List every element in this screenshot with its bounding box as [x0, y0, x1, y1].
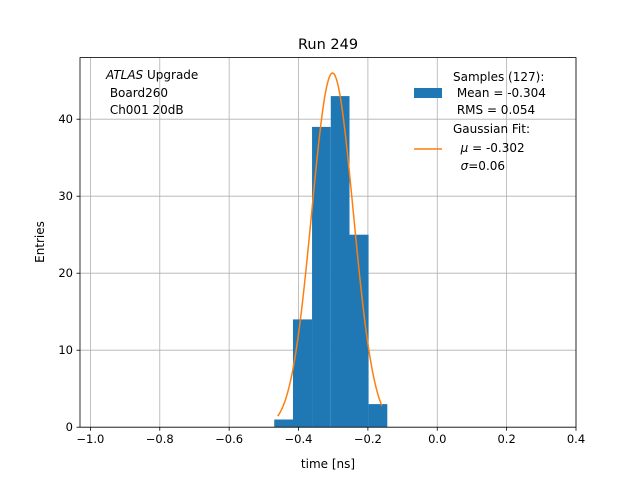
legend-samples-title: Samples (127): — [453, 70, 544, 84]
chart-title: Run 249 — [298, 37, 358, 53]
annotation-channel: Ch001 20dB — [106, 103, 184, 117]
histogram-bar — [292, 319, 313, 428]
legend-samples-mean: Mean = -0.304 — [453, 86, 546, 100]
histogram-bar — [274, 419, 293, 428]
legend-mu-symbol: μ — [460, 141, 469, 155]
histogram-bar — [368, 404, 388, 428]
histogram-bars — [274, 96, 388, 428]
x-tick-label: −0.4 — [285, 432, 313, 446]
x-tick-label: −0.6 — [215, 432, 243, 446]
plot-frame — [79, 57, 577, 428]
y-tick-label: 10 — [58, 343, 73, 357]
x-tick-label: −1.0 — [76, 432, 104, 446]
legend-sigma-symbol: σ — [461, 159, 469, 173]
legend-samples-patch — [414, 88, 442, 98]
y-axis-ticks: 0 10 20 30 40 — [58, 112, 80, 434]
y-tick-label: 20 — [58, 266, 73, 280]
legend-sigma-value: =0.06 — [468, 159, 505, 173]
y-axis-label: Entries — [33, 221, 47, 263]
y-tick-label: 0 — [66, 420, 73, 434]
x-axis-ticks: −1.0 −0.8 −0.6 −0.4 −0.2 0.0 0.2 0.4 — [76, 427, 585, 446]
histogram-bar — [330, 96, 350, 428]
x-tick-label: 0.4 — [567, 432, 585, 446]
legend-mu-value: = -0.302 — [468, 141, 524, 155]
annotation-upgrade: Upgrade — [143, 68, 198, 82]
legend: Samples (127): Mean = -0.304 RMS = 0.054… — [414, 70, 546, 173]
x-tick-label: 0.2 — [497, 432, 515, 446]
x-tick-label: −0.8 — [146, 432, 174, 446]
annotation-board: Board260 — [106, 86, 168, 100]
legend-samples-rms: RMS = 0.054 — [453, 103, 535, 117]
y-tick-label: 40 — [58, 112, 73, 126]
y-tick-label: 30 — [58, 189, 73, 203]
gaussian-fit-curve — [277, 72, 383, 417]
svg-text:μ = -0.302: μ = -0.302 — [453, 141, 525, 155]
legend-fit-title: Gaussian Fit: — [453, 122, 530, 136]
histogram-bar — [312, 126, 331, 428]
histogram-bar — [349, 234, 369, 428]
experiment-annotation: ATLAS Upgrade Board260 Ch001 20dB — [105, 68, 198, 117]
x-tick-label: 0.0 — [428, 432, 446, 446]
x-tick-label: −0.2 — [354, 432, 382, 446]
svg-text:σ=0.06: σ=0.06 — [453, 159, 505, 173]
annotation-atlas: ATLAS — [105, 68, 144, 82]
svg-text:ATLAS Upgrade: ATLAS Upgrade — [105, 68, 198, 82]
x-axis-label: time [ns] — [301, 457, 355, 471]
